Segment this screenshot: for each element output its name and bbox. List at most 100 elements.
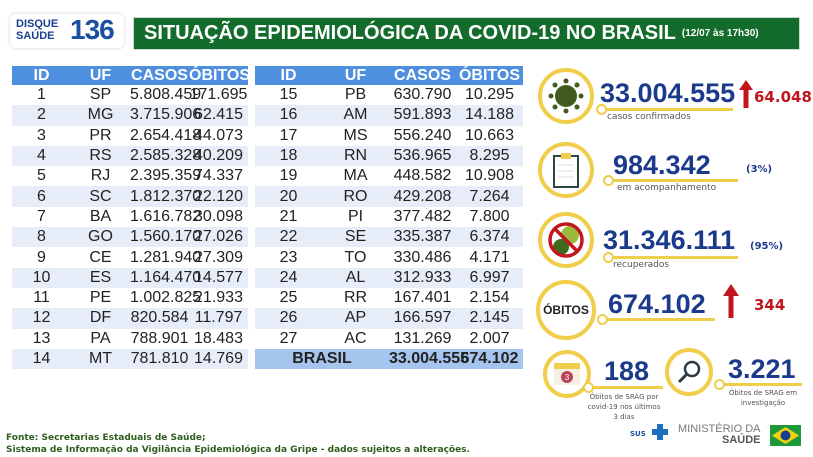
table-row: 7 BA 1.616.782 30.098 bbox=[12, 207, 248, 227]
srag-investigation-value: 3.221 bbox=[728, 354, 796, 384]
magnifier-icon bbox=[665, 348, 713, 396]
table-cell: 429.208 bbox=[389, 186, 456, 207]
table-cell: CE bbox=[89, 248, 112, 266]
table-cell: 14.188 bbox=[456, 105, 523, 126]
total-obitos: 674.102 bbox=[456, 348, 523, 370]
table-cell: PB bbox=[344, 86, 367, 104]
report-date: (12/07 às 17h30) bbox=[681, 28, 759, 39]
table-row: 6 SC 1.812.370 22.120 bbox=[12, 186, 248, 207]
table-row: 9 CE 1.281.940 27.309 bbox=[12, 247, 248, 267]
confirmed-caption: casos confirmados bbox=[607, 112, 691, 122]
column-header: ÓBITOS bbox=[189, 66, 251, 85]
table-cell: 2.007 bbox=[469, 329, 510, 347]
table-row: 16 AM 591.893 14.188 bbox=[255, 105, 523, 126]
table-cell: 10.908 bbox=[465, 167, 514, 185]
table-cell: AL bbox=[322, 267, 389, 288]
table-cell: 536.965 bbox=[389, 145, 456, 167]
table-cell: 44.073 bbox=[194, 126, 243, 144]
table-cell: 18 bbox=[255, 145, 322, 167]
ministry-line2: SAÚDE bbox=[722, 434, 761, 446]
table-cell: 3 bbox=[37, 126, 46, 144]
table-cell: BA bbox=[89, 207, 112, 225]
table-cell: 1.616.782 bbox=[130, 207, 202, 225]
monitoring-value: 984.342 bbox=[613, 150, 711, 180]
ministry-line1: MINISTÉRIO DA bbox=[678, 423, 761, 435]
table-cell: 26 bbox=[255, 308, 322, 329]
logo-number: 136 bbox=[70, 14, 115, 45]
table-cell: 10.663 bbox=[465, 126, 514, 144]
table-cell: 556.240 bbox=[393, 126, 452, 144]
table-cell: 3.715.906 bbox=[130, 105, 201, 126]
table-row: 11 PE 1.002.825 21.933 bbox=[12, 288, 248, 308]
table-cell: 18.483 bbox=[194, 329, 243, 347]
table-cell: 335.387 bbox=[389, 227, 456, 248]
table-cell: 74.337 bbox=[194, 167, 243, 185]
table-row: 14 MT 781.810 14.769 bbox=[12, 348, 248, 370]
table-cell: AP bbox=[322, 308, 389, 329]
monitoring-caption: em acompanhamento bbox=[617, 183, 717, 193]
monitoring-pct: (3%) bbox=[746, 164, 773, 175]
table-cell: 13 bbox=[32, 329, 51, 347]
table-row: 27 AC 131.269 2.007 bbox=[255, 329, 523, 349]
total-casos: 33.004.555 bbox=[389, 348, 469, 370]
table-cell: 2.585.328 bbox=[130, 145, 201, 167]
srag-3days-value: 188 bbox=[604, 356, 650, 386]
table-cell: RN bbox=[322, 145, 389, 167]
table-row: 20 RO 429.208 7.264 bbox=[255, 186, 523, 207]
arrow-up-icon bbox=[723, 284, 739, 318]
table-cell: 448.582 bbox=[393, 167, 452, 185]
deaths-badge: ÓBITOS bbox=[536, 280, 596, 340]
recovered-pct: (95%) bbox=[750, 241, 784, 252]
table-row: 2 MG 3.715.906 62.415 bbox=[12, 105, 248, 126]
table-cell: 15 bbox=[279, 86, 298, 104]
table-cell: 14 bbox=[12, 348, 71, 370]
table-cell: 820.584 bbox=[130, 308, 189, 329]
table-cell: 22.120 bbox=[189, 186, 248, 207]
footer-line2: Sistema de Informação da Vigilância Epid… bbox=[6, 445, 470, 455]
table-cell: 330.486 bbox=[393, 248, 452, 266]
table-cell: 20 bbox=[255, 186, 322, 207]
arrow-up-icon bbox=[739, 80, 753, 108]
table-cell: 11.797 bbox=[189, 308, 248, 329]
table-cell: 7.800 bbox=[469, 207, 510, 225]
table-row: 12 DF 820.584 11.797 bbox=[12, 308, 248, 329]
table-row: 24 AL 312.933 6.997 bbox=[255, 267, 523, 288]
table-row: 23 TO 330.486 4.171 bbox=[255, 247, 523, 267]
table-cell: TO bbox=[344, 248, 367, 266]
table-row: 21 PI 377.482 7.800 bbox=[255, 207, 523, 227]
logo-line1: DISQUE bbox=[16, 18, 59, 30]
no-virus-icon bbox=[538, 212, 594, 268]
table-cell: 2 bbox=[12, 105, 71, 126]
table-cell: 21 bbox=[279, 207, 298, 225]
table-cell: 1.164.470 bbox=[130, 267, 201, 288]
table-cell: 6.374 bbox=[456, 227, 523, 248]
table-cell: 6.997 bbox=[456, 267, 523, 288]
column-header: UF bbox=[322, 66, 389, 85]
table-cell: 5 bbox=[37, 167, 46, 185]
table-cell: 2.145 bbox=[456, 308, 523, 329]
table-cell: 10.295 bbox=[465, 86, 514, 104]
deaths-value: 674.102 bbox=[608, 289, 706, 319]
table-cell: RJ bbox=[90, 167, 111, 185]
table-cell: GO bbox=[71, 227, 130, 248]
deaths-increase: 344 bbox=[754, 296, 786, 314]
table-cell: 591.893 bbox=[389, 105, 456, 126]
table-cell: RO bbox=[322, 186, 389, 207]
table-cell: 24 bbox=[255, 267, 322, 288]
table-cell: 7.264 bbox=[456, 186, 523, 207]
table-cell: ES bbox=[71, 267, 130, 288]
srag-investigation-caption: Óbitos de SRAG em investigação bbox=[728, 389, 798, 407]
table-cell: PE bbox=[89, 289, 112, 307]
table-cell: AM bbox=[322, 105, 389, 126]
table-cell: 25 bbox=[279, 289, 298, 307]
recovered-value: 31.346.111 bbox=[603, 225, 736, 255]
table-row: 19 MA 448.582 10.908 bbox=[255, 166, 523, 186]
table-cell: 10 bbox=[12, 267, 71, 288]
table-cell: 2.654.418 bbox=[130, 126, 202, 144]
table-cell: AC bbox=[344, 329, 367, 347]
footer-line1: Fonte: Secretarias Estaduais de Saúde; bbox=[6, 433, 206, 443]
srag-3days-caption: Óbitos de SRAG por covid-19 nos últimos … bbox=[587, 393, 661, 421]
table-cell: MA bbox=[343, 167, 368, 185]
table-row: 4 RS 2.585.328 40.209 bbox=[12, 145, 248, 167]
table-cell: 12 bbox=[12, 308, 71, 329]
